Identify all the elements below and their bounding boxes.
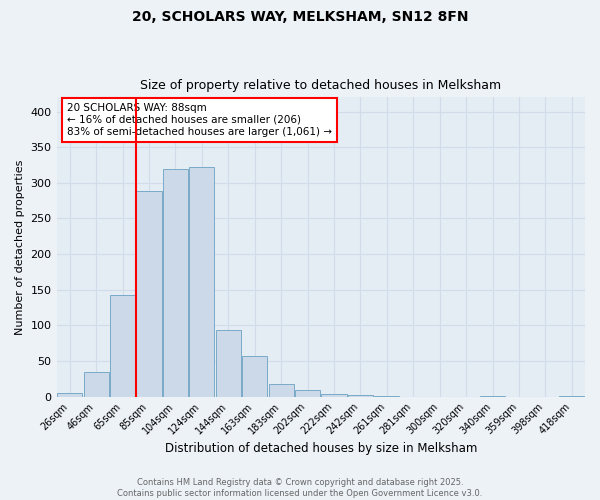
Bar bbox=[216, 330, 241, 396]
Bar bbox=[242, 356, 267, 397]
Bar bbox=[295, 390, 320, 396]
Text: 20, SCHOLARS WAY, MELKSHAM, SN12 8FN: 20, SCHOLARS WAY, MELKSHAM, SN12 8FN bbox=[132, 10, 468, 24]
Bar bbox=[83, 372, 109, 396]
Bar bbox=[57, 393, 82, 396]
X-axis label: Distribution of detached houses by size in Melksham: Distribution of detached houses by size … bbox=[164, 442, 477, 455]
Bar bbox=[110, 294, 135, 396]
Text: Contains HM Land Registry data © Crown copyright and database right 2025.
Contai: Contains HM Land Registry data © Crown c… bbox=[118, 478, 482, 498]
Bar bbox=[322, 394, 347, 396]
Y-axis label: Number of detached properties: Number of detached properties bbox=[15, 160, 25, 334]
Text: 20 SCHOLARS WAY: 88sqm
← 16% of detached houses are smaller (206)
83% of semi-de: 20 SCHOLARS WAY: 88sqm ← 16% of detached… bbox=[67, 104, 332, 136]
Title: Size of property relative to detached houses in Melksham: Size of property relative to detached ho… bbox=[140, 79, 502, 92]
Bar bbox=[190, 167, 214, 396]
Bar bbox=[163, 168, 188, 396]
Bar bbox=[136, 190, 161, 396]
Bar bbox=[269, 384, 293, 396]
Bar bbox=[348, 395, 373, 396]
